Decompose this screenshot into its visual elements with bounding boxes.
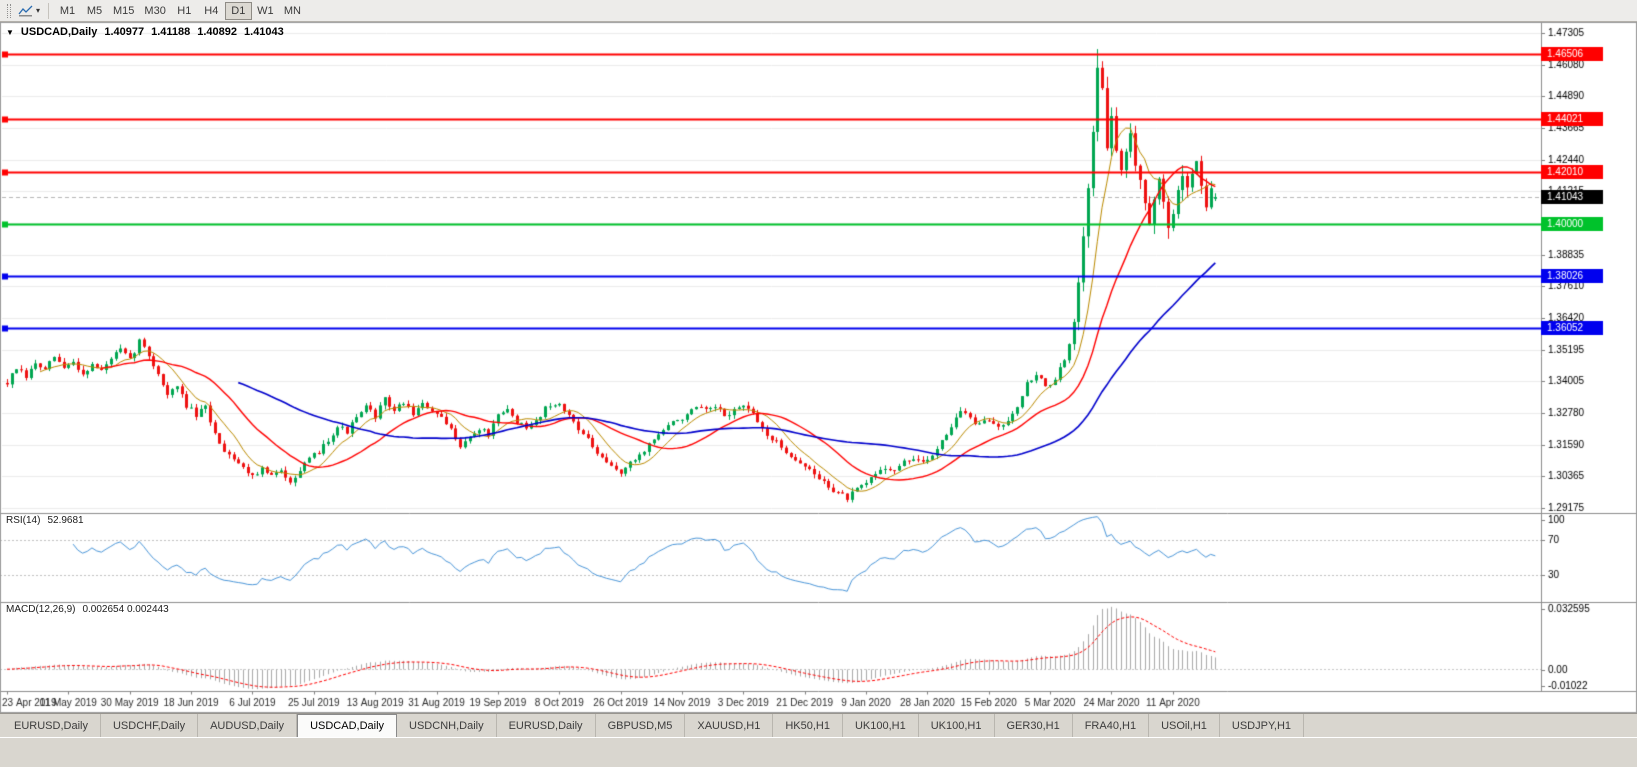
chart-tab-usoil-h1[interactable]: USOil,H1 (1149, 714, 1220, 737)
timeframe-button-d1[interactable]: D1 (224, 1, 252, 20)
timeframe-button-w1[interactable]: W1 (257, 4, 274, 17)
chart-tab-uk100-h1[interactable]: UK100,H1 (919, 714, 995, 737)
price-chart-canvas[interactable] (0, 22, 1637, 713)
chart-tab-usdjpy-h1[interactable]: USDJPY,H1 (1220, 714, 1305, 737)
timeframes-toolbar-icon[interactable]: ▾ (15, 3, 43, 18)
chart-tab-fra40-h1[interactable]: FRA40,H1 (1073, 714, 1150, 737)
toolbar-separator (48, 2, 50, 19)
chart-tab-uk100-h1[interactable]: UK100,H1 (843, 714, 919, 737)
chart-tab-ger30-h1[interactable]: GER30,H1 (995, 714, 1073, 737)
mini-chart-icon (18, 5, 33, 17)
chart-tab-eurusd-daily[interactable]: EURUSD,Daily (2, 714, 101, 737)
chart-tab-usdcnh-daily[interactable]: USDCNH,Daily (397, 714, 497, 737)
status-bar (0, 737, 1637, 767)
timeframe-buttons: M1 M5 M15 M30 H1 H4 D1 W1 MN (54, 1, 306, 20)
chevron-down-icon: ▾ (36, 5, 41, 15)
timeframe-button-h4[interactable]: H4 (204, 4, 219, 17)
chart-tabs-bar: EURUSD,Daily USDCHF,Daily AUDUSD,Daily USDC… (0, 713, 1637, 737)
timeframe-button-m5[interactable]: M5 (86, 4, 103, 17)
chart-tab-hk50-h1[interactable]: HK50,H1 (773, 714, 843, 737)
timeframe-button-m15[interactable]: M15 (113, 4, 135, 17)
chart-tab-eurusd-daily[interactable]: EURUSD,Daily (497, 714, 596, 737)
toolbar-grip[interactable] (7, 3, 11, 18)
timeframe-button-m30[interactable]: M30 (144, 4, 166, 17)
top-toolbar: ▾ M1 M5 M15 M30 H1 H4 D1 W1 MN (0, 0, 1637, 22)
chart-tab-audusd-daily[interactable]: AUDUSD,Daily (198, 714, 298, 737)
chart-tab-usdcad-daily[interactable]: USDCAD,Daily (297, 714, 398, 737)
chart-tab-usdchf-daily[interactable]: USDCHF,Daily (101, 714, 199, 737)
chart-tab-xauusd-h1[interactable]: XAUUSD,H1 (685, 714, 774, 737)
chart-tab-gbpusd-m5[interactable]: GBPUSD,M5 (596, 714, 686, 737)
chart-window: ▼ USDCAD,Daily 1.40977 1.41188 1.40892 1… (0, 22, 1637, 713)
timeframe-button-m1[interactable]: M1 (59, 4, 76, 17)
timeframe-button-h1[interactable]: H1 (177, 4, 192, 17)
timeframe-button-mn[interactable]: MN (283, 4, 301, 17)
